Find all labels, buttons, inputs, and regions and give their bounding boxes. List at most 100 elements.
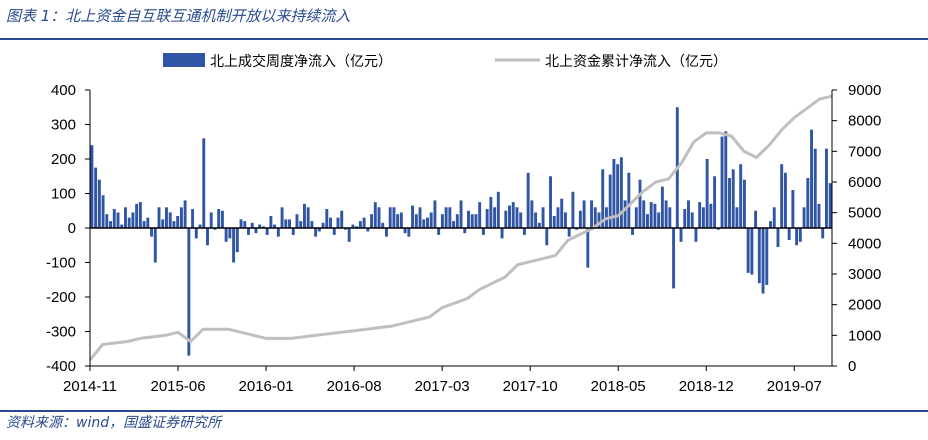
weekly-inflow-bar — [772, 207, 776, 228]
weekly-inflow-bar — [422, 219, 426, 229]
weekly-inflow-bar — [657, 212, 661, 228]
weekly-inflow-bar — [332, 228, 336, 235]
weekly-inflow-bar — [276, 228, 280, 237]
weekly-inflow-bar — [780, 164, 784, 228]
weekly-inflow-bar — [828, 183, 832, 228]
weekly-inflow-bar — [142, 221, 146, 228]
weekly-inflow-bar — [381, 222, 385, 228]
weekly-inflow-bar — [90, 145, 94, 228]
weekly-inflow-bar — [701, 207, 705, 228]
y-left-tick-label: 100 — [51, 186, 76, 203]
weekly-inflow-bar — [280, 207, 284, 228]
y-left-tick-label: -300 — [46, 324, 76, 341]
weekly-inflow-bar — [552, 215, 556, 228]
weekly-inflow-bar — [109, 221, 112, 228]
weekly-inflow-bar — [209, 212, 213, 228]
weekly-inflow-bar — [481, 228, 485, 235]
x-tick-label: 2014-11 — [63, 378, 117, 395]
weekly-inflow-bar — [377, 207, 381, 228]
weekly-inflow-bar — [750, 228, 754, 275]
weekly-inflow-bar — [649, 202, 653, 229]
weekly-inflow-bar — [660, 186, 664, 228]
weekly-inflow-bar — [153, 228, 157, 263]
weekly-inflow-bar — [776, 228, 780, 247]
weekly-inflow-bar — [549, 176, 552, 228]
weekly-inflow-bar — [653, 203, 657, 228]
weekly-inflow-bar — [217, 209, 221, 228]
weekly-inflow-bar — [399, 212, 403, 228]
weekly-inflow-bar — [265, 228, 269, 235]
weekly-inflow-bar — [385, 228, 388, 237]
x-tick-label: 2018-05 — [591, 378, 646, 395]
weekly-inflow-bar — [291, 228, 295, 235]
weekly-inflow-bar — [496, 191, 500, 228]
weekly-inflow-bar — [631, 228, 635, 235]
figure-title: 图表 1：北上资金自互联互通机制开放以来持续流入 — [6, 7, 351, 25]
weekly-inflow-bar — [124, 207, 127, 228]
weekly-inflow-bar — [440, 214, 444, 228]
weekly-inflow-bar — [418, 207, 422, 228]
weekly-inflow-bar — [116, 212, 120, 228]
weekly-inflow-bar — [668, 207, 672, 228]
weekly-inflow-bar — [504, 210, 508, 228]
weekly-inflow-bar — [314, 228, 318, 237]
weekly-inflow-bar — [269, 215, 273, 228]
weekly-inflow-bar — [493, 207, 497, 228]
weekly-inflow-bar — [321, 222, 325, 228]
weekly-inflow-bar — [250, 222, 254, 228]
weekly-inflow-bar — [336, 217, 340, 228]
weekly-inflow-bar — [243, 221, 247, 228]
weekly-inflow-bar — [463, 228, 467, 234]
y-right-tick-label: 4000 — [848, 235, 881, 252]
weekly-inflow-bar — [563, 212, 567, 228]
plot-area: -400-300-200-100010020030040001000200030… — [46, 82, 881, 395]
weekly-inflow-bar — [444, 207, 448, 228]
weekly-inflow-bar — [112, 209, 116, 228]
weekly-inflow-bar — [489, 196, 493, 228]
weekly-inflow-bar — [344, 228, 347, 230]
weekly-inflow-bar — [258, 224, 262, 228]
weekly-inflow-bar — [429, 212, 433, 228]
weekly-inflow-bar — [452, 221, 456, 228]
weekly-inflow-bar — [519, 212, 523, 228]
weekly-inflow-bar — [146, 217, 150, 228]
weekly-inflow-bar — [623, 200, 627, 228]
weekly-inflow-bar — [168, 212, 172, 228]
weekly-inflow-bar — [403, 228, 407, 234]
y-left-tick-label: 0 — [68, 220, 76, 237]
weekly-inflow-bar — [765, 228, 769, 285]
weekly-inflow-bar — [467, 210, 470, 228]
x-tick-label: 2018-12 — [679, 378, 734, 395]
weekly-inflow-bar — [746, 228, 750, 273]
weekly-inflow-bar — [213, 228, 217, 230]
top-rule — [0, 38, 928, 40]
weekly-inflow-bar — [198, 224, 202, 228]
weekly-inflow-bar — [713, 176, 717, 228]
weekly-inflow-bar — [582, 200, 586, 228]
weekly-inflow-bar — [757, 228, 761, 284]
weekly-inflow-bar — [534, 212, 538, 228]
weekly-inflow-bar — [187, 228, 191, 356]
weekly-inflow-bar — [131, 212, 135, 228]
y-left-tick-label: -100 — [46, 255, 76, 272]
weekly-inflow-bar — [310, 221, 314, 228]
weekly-inflow-bar — [426, 217, 429, 228]
weekly-inflow-bar — [165, 207, 168, 228]
weekly-inflow-bar — [485, 209, 489, 228]
weekly-inflow-bar — [735, 207, 739, 228]
weekly-inflow-bar — [724, 131, 728, 228]
y-left-tick-label: 200 — [51, 151, 76, 168]
weekly-inflow-bar — [478, 202, 482, 229]
weekly-inflow-bar — [739, 164, 743, 228]
weekly-inflow-bar — [593, 207, 597, 228]
weekly-inflow-bar — [362, 217, 366, 228]
weekly-inflow-bar — [716, 228, 720, 230]
weekly-inflow-bar — [616, 164, 620, 228]
weekly-inflow-bar — [526, 172, 530, 228]
weekly-inflow-bar — [97, 179, 101, 228]
x-tick-label: 2017-10 — [503, 378, 558, 395]
weekly-inflow-bar — [138, 202, 142, 229]
weekly-inflow-bar — [728, 177, 731, 228]
weekly-inflow-bar — [522, 228, 526, 235]
source-note: 资料来源：wind，国盛证券研究所 — [6, 415, 222, 431]
